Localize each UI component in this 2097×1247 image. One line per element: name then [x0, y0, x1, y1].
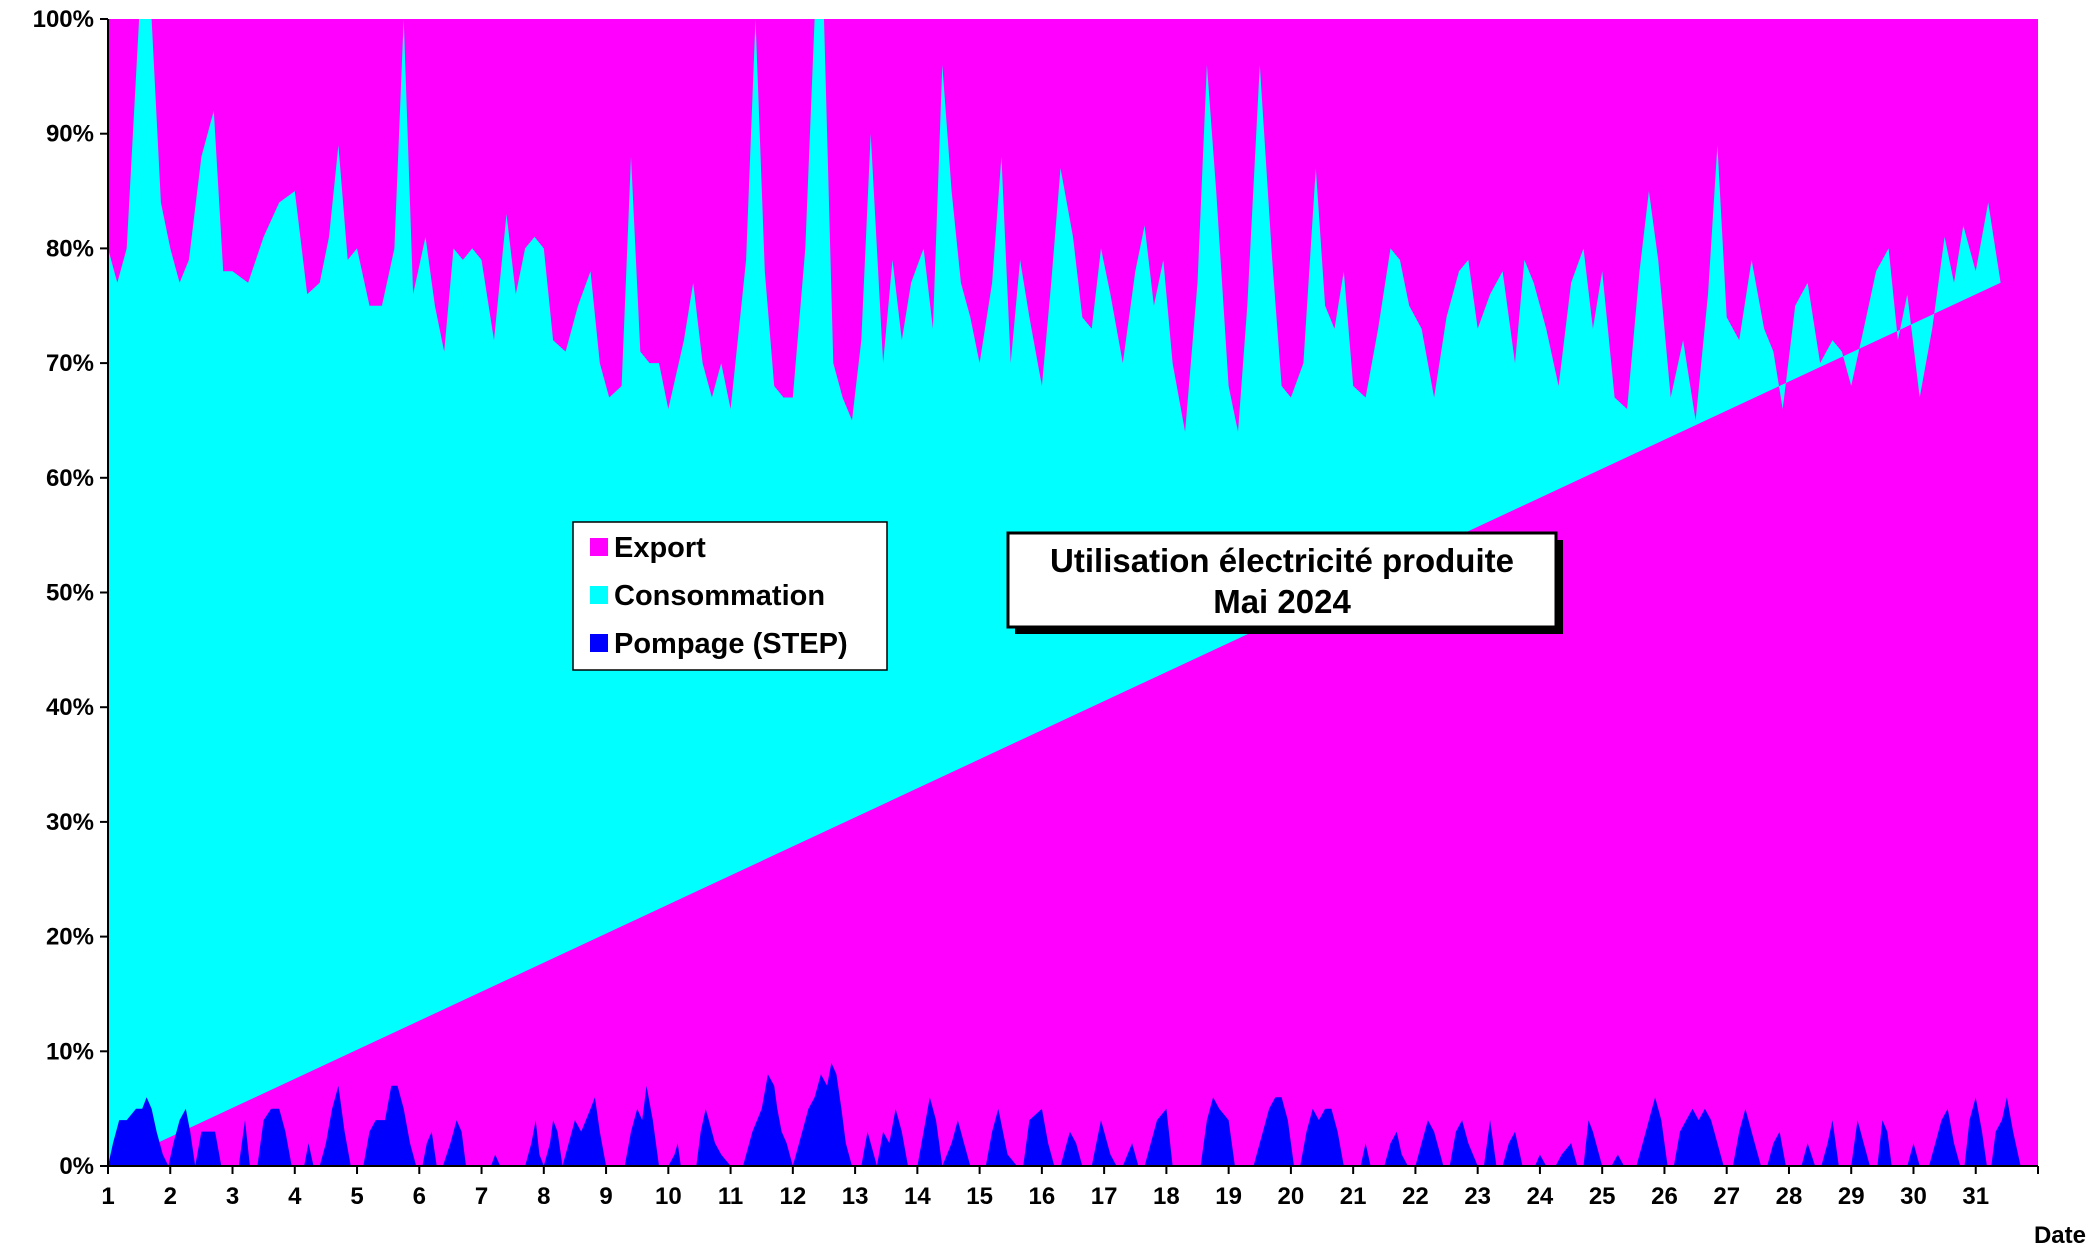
- x-tick-label: 11: [718, 1183, 743, 1210]
- x-axis-label: Date: [2034, 1222, 2086, 1247]
- legend-swatch: [590, 586, 608, 604]
- y-tick-label: 20%: [46, 924, 94, 951]
- y-tick-label: 60%: [46, 465, 94, 492]
- x-tick-label: 8: [537, 1183, 550, 1210]
- x-tick-label: 2: [164, 1183, 177, 1210]
- y-tick-label: 100%: [33, 6, 94, 33]
- x-tick-label: 19: [1215, 1183, 1242, 1210]
- legend-frame: [572, 521, 888, 671]
- y-tick-label: 90%: [46, 121, 94, 148]
- x-tick-label: 17: [1091, 1183, 1118, 1210]
- x-tick-label: 23: [1464, 1183, 1491, 1210]
- x-tick-label: 9: [599, 1183, 612, 1210]
- y-tick-label: 40%: [46, 694, 94, 721]
- x-tick-label: 1: [101, 1183, 114, 1210]
- chart-title: Utilisation électricité produite: [1050, 542, 1514, 579]
- legend-swatch: [590, 634, 608, 652]
- series-area-pompage: [108, 1062, 2027, 1166]
- y-axis: 0% 10% 20% 30% 40% 50% 60% 70% 80% 90% 100%: [33, 6, 109, 1180]
- x-tick-label: 5: [350, 1183, 363, 1210]
- x-tick-label: 12: [779, 1183, 806, 1210]
- x-tick-label: 30: [1900, 1183, 1927, 1210]
- legend: Export Consommation Pompage (STEP): [572, 521, 888, 671]
- x-tick-label: 14: [904, 1183, 931, 1210]
- x-axis: 1 2 3 4 5 6 7 8 9 10 11 12 13 14 15 16 17 18 19 20 21 22 23 24 2…: [101, 1165, 2039, 1210]
- x-tick-label: 21: [1340, 1183, 1367, 1210]
- x-tick-label: 29: [1838, 1183, 1865, 1210]
- legend-swatch: [590, 538, 608, 556]
- x-tick-label: 13: [842, 1183, 869, 1210]
- x-tick-label: 31: [1962, 1183, 1989, 1210]
- x-tick-label: 26: [1651, 1183, 1678, 1210]
- legend-label: Export: [614, 532, 706, 564]
- title-box-frame: [1006, 531, 1558, 629]
- y-tick-label: 10%: [46, 1038, 94, 1065]
- x-tick-label: 3: [226, 1183, 239, 1210]
- x-tick-label: 28: [1776, 1183, 1803, 1210]
- y-tick-label: 50%: [46, 580, 94, 607]
- chart-title-box: Utilisation électricité produite Mai 202…: [1006, 531, 1563, 634]
- legend-label: Pompage (STEP): [614, 628, 848, 660]
- x-tick-label: 15: [966, 1183, 993, 1210]
- chart-subtitle: Mai 2024: [1213, 583, 1351, 620]
- y-tick-label: 80%: [46, 235, 94, 262]
- x-tick-label: 6: [413, 1183, 426, 1210]
- x-tick-label: 10: [655, 1183, 682, 1210]
- x-tick-label: 16: [1029, 1183, 1056, 1210]
- x-tick-label: 24: [1527, 1183, 1554, 1210]
- x-tick-label: 22: [1402, 1183, 1429, 1210]
- x-tick-label: 7: [475, 1183, 488, 1210]
- legend-label: Consommation: [614, 580, 825, 612]
- y-tick-label: 30%: [46, 809, 94, 836]
- y-tick-label: 70%: [46, 350, 94, 377]
- x-tick-label: 27: [1713, 1183, 1740, 1210]
- x-tick-label: 20: [1278, 1183, 1305, 1210]
- x-tick-label: 4: [288, 1183, 302, 1210]
- x-tick-label: 25: [1589, 1183, 1616, 1210]
- y-tick-label: 0%: [59, 1153, 94, 1180]
- x-tick-label: 18: [1153, 1183, 1180, 1210]
